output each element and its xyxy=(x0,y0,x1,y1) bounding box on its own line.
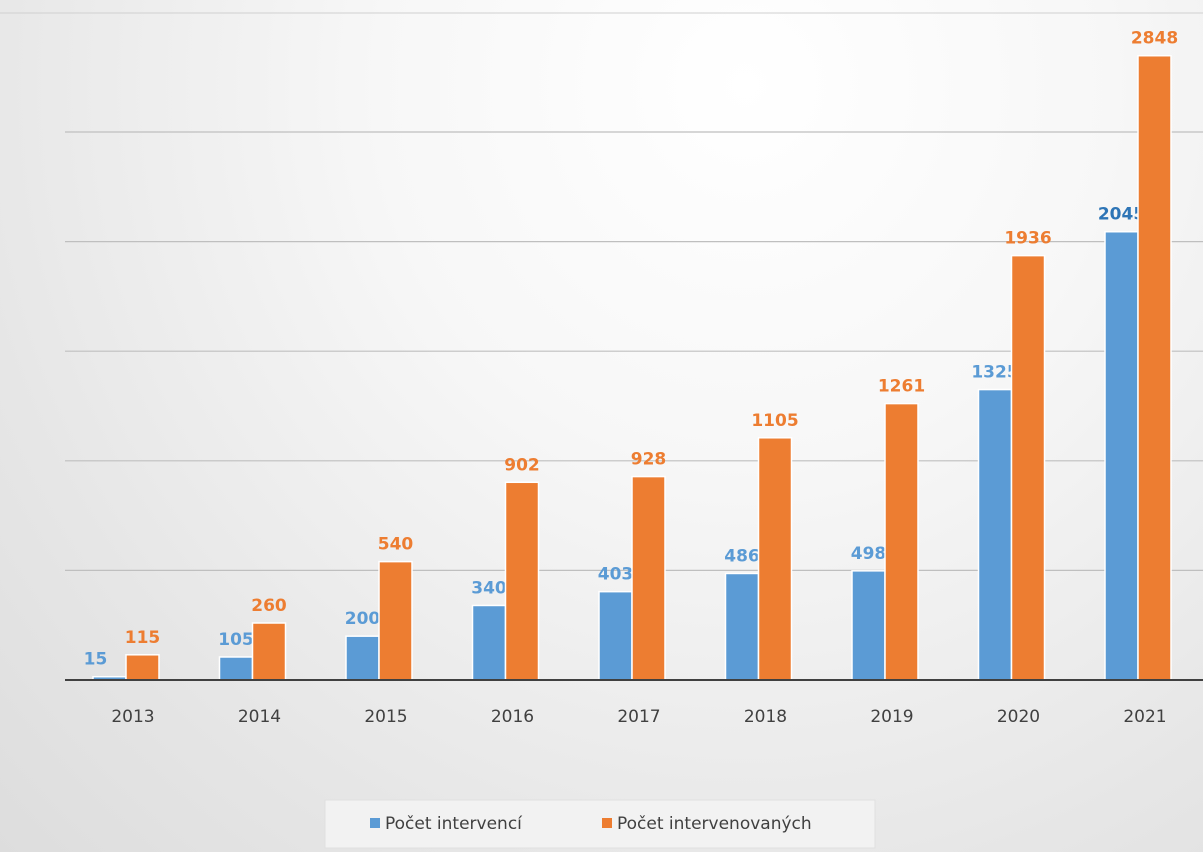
bar-intervenovanych xyxy=(251,622,287,681)
data-label: 1936 xyxy=(1004,229,1051,249)
data-label: 2045 xyxy=(1098,205,1145,225)
bar-intervenci xyxy=(218,656,254,681)
bar-intervenci xyxy=(345,635,380,681)
bar-intervenci xyxy=(724,572,760,681)
data-label: 200 xyxy=(345,609,381,629)
bar-intervenci xyxy=(977,388,1013,681)
x-tick-label: 2016 xyxy=(491,707,534,727)
x-tick-label: 2020 xyxy=(997,707,1040,727)
data-label: 1325 xyxy=(971,363,1018,383)
data-label: 115 xyxy=(125,628,161,648)
x-tick-label: 2015 xyxy=(364,707,407,727)
bar-intervenovanych xyxy=(884,402,919,681)
data-label: 403 xyxy=(598,565,634,585)
x-tick-label: 2019 xyxy=(870,707,913,727)
bar-intervenovanych xyxy=(631,475,666,681)
data-label: 540 xyxy=(378,535,414,555)
data-label: 105 xyxy=(218,630,254,650)
bar-intervenovanych xyxy=(378,560,413,681)
x-tick-label: 2013 xyxy=(111,707,154,727)
x-tick-label: 2018 xyxy=(744,707,787,727)
bar-intervenovanych xyxy=(1010,254,1046,681)
bar-intervenovanych xyxy=(125,654,160,681)
bar-intervenci xyxy=(1104,230,1139,681)
legend-swatch xyxy=(370,818,380,828)
legend-swatch xyxy=(602,818,612,828)
bar-intervenovanych xyxy=(1137,54,1172,681)
legend-box xyxy=(324,799,876,849)
bar-intervenovanych xyxy=(504,481,540,681)
x-tick-label: 2017 xyxy=(617,707,660,727)
bar-intervenci xyxy=(471,604,507,681)
data-label: 498 xyxy=(851,544,887,564)
data-label: 1105 xyxy=(751,411,798,431)
bar-intervenci xyxy=(598,590,633,681)
data-label: 486 xyxy=(724,546,760,566)
data-label: 902 xyxy=(504,455,540,475)
legend-label: Počet intervenovaných xyxy=(617,814,812,834)
bar-intervenovanych xyxy=(757,437,793,681)
legend-label: Počet intervencí xyxy=(385,814,523,834)
data-label: 928 xyxy=(631,450,667,470)
bar-intervenci xyxy=(851,570,886,681)
data-label: 260 xyxy=(251,596,287,616)
x-tick-label: 2021 xyxy=(1123,707,1166,727)
data-label: 15 xyxy=(84,650,108,670)
data-label: 2848 xyxy=(1131,29,1178,49)
data-label: 340 xyxy=(471,578,507,598)
x-tick-label: 2014 xyxy=(238,707,281,727)
data-label: 1261 xyxy=(878,377,925,397)
